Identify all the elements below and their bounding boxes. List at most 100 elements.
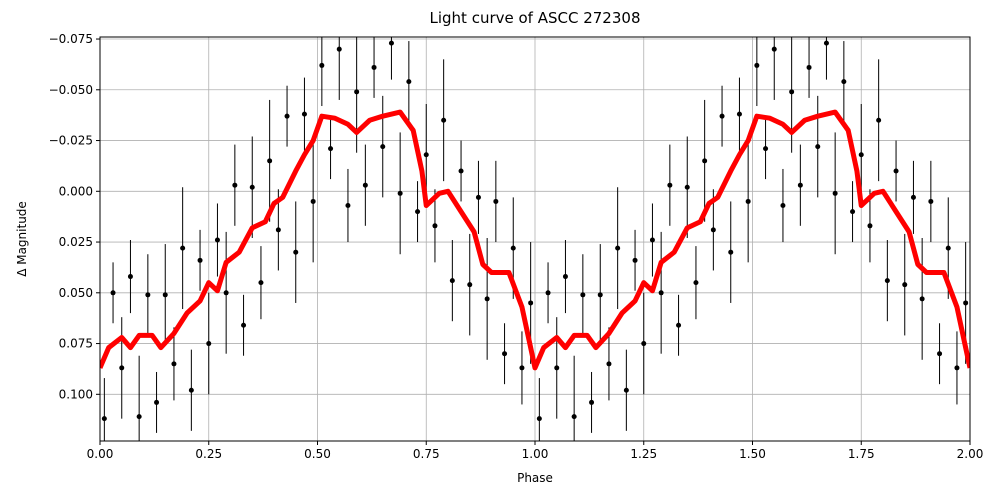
data-point bbox=[684, 184, 690, 190]
data-point bbox=[362, 182, 368, 188]
data-point bbox=[249, 184, 255, 190]
axes: 0.00 0.25 0.50 0.75 1.00 1.25 1.50 1.75 2.00 −0.0… bbox=[49, 32, 984, 461]
data-point bbox=[658, 290, 664, 296]
data-point bbox=[510, 245, 516, 251]
y-tick-label: 0.000 bbox=[59, 184, 93, 198]
data-point bbox=[502, 351, 508, 357]
data-point bbox=[615, 245, 621, 251]
y-tick-label: 0.025 bbox=[59, 235, 93, 249]
data-point bbox=[241, 322, 247, 328]
data-point bbox=[528, 300, 534, 306]
data-point bbox=[789, 89, 795, 95]
data-point bbox=[223, 290, 229, 296]
data-point bbox=[336, 46, 342, 52]
x-tick-label: 0.25 bbox=[195, 447, 222, 461]
data-point bbox=[101, 416, 107, 422]
data-point bbox=[815, 144, 821, 150]
x-tick-label: 1.50 bbox=[739, 447, 766, 461]
data-point bbox=[850, 209, 856, 215]
data-point bbox=[893, 168, 899, 174]
data-point bbox=[188, 387, 194, 393]
y-tick-label: 0.075 bbox=[59, 337, 93, 351]
x-tick-label: 1.25 bbox=[630, 447, 657, 461]
data-point bbox=[728, 249, 734, 255]
data-point bbox=[328, 146, 334, 152]
data-point bbox=[232, 182, 238, 188]
data-point bbox=[127, 274, 133, 280]
data-point bbox=[467, 282, 473, 288]
data-point bbox=[388, 40, 394, 46]
x-tick-label: 1.75 bbox=[848, 447, 875, 461]
data-point bbox=[284, 113, 290, 119]
data-point bbox=[293, 249, 299, 255]
data-point bbox=[554, 365, 560, 371]
data-point bbox=[145, 292, 151, 298]
data-point bbox=[580, 292, 586, 298]
data-point bbox=[110, 290, 116, 296]
y-tick-label: −0.025 bbox=[49, 134, 93, 148]
data-point bbox=[736, 111, 742, 117]
data-point bbox=[763, 146, 769, 152]
trend-line bbox=[100, 109, 970, 371]
data-point bbox=[823, 40, 829, 46]
data-point bbox=[676, 322, 682, 328]
data-point bbox=[649, 237, 655, 243]
data-point bbox=[136, 414, 142, 420]
data-point bbox=[197, 257, 203, 263]
data-point bbox=[493, 198, 499, 204]
data-point bbox=[162, 292, 168, 298]
data-point bbox=[484, 296, 490, 302]
data-point bbox=[119, 365, 125, 371]
data-point bbox=[632, 257, 638, 263]
data-point bbox=[432, 223, 438, 229]
x-tick-label: 2.00 bbox=[957, 447, 984, 461]
data-point bbox=[867, 223, 873, 229]
data-point bbox=[589, 399, 595, 405]
data-point bbox=[710, 227, 716, 233]
y-tick-label: −0.050 bbox=[49, 83, 93, 97]
data-point bbox=[371, 64, 377, 70]
data-point bbox=[702, 158, 708, 164]
plot-area bbox=[100, 37, 970, 441]
y-tick-label: 0.100 bbox=[59, 387, 93, 401]
data-point bbox=[545, 290, 551, 296]
data-point bbox=[954, 365, 960, 371]
data-point bbox=[206, 341, 212, 347]
data-point bbox=[754, 62, 760, 68]
y-tick-label: 0.050 bbox=[59, 286, 93, 300]
data-point bbox=[354, 89, 360, 95]
data-point bbox=[667, 182, 673, 188]
data-point bbox=[562, 274, 568, 280]
y-tick-label: −0.075 bbox=[49, 32, 93, 46]
data-point bbox=[180, 245, 186, 251]
data-point bbox=[858, 152, 864, 158]
x-tick-label: 0.50 bbox=[304, 447, 331, 461]
data-point bbox=[910, 194, 916, 200]
data-point bbox=[458, 168, 464, 174]
data-point bbox=[301, 111, 307, 117]
data-point bbox=[449, 278, 455, 284]
data-point bbox=[771, 46, 777, 52]
data-point bbox=[397, 190, 403, 196]
x-tick-label: 1.00 bbox=[522, 447, 549, 461]
data-point bbox=[797, 182, 803, 188]
data-point bbox=[519, 365, 525, 371]
data-point bbox=[415, 209, 421, 215]
data-point bbox=[171, 361, 177, 367]
data-point bbox=[919, 296, 925, 302]
data-point bbox=[902, 282, 908, 288]
grid bbox=[99, 37, 971, 441]
data-point bbox=[154, 399, 160, 405]
data-point bbox=[841, 79, 847, 85]
data-point bbox=[475, 194, 481, 200]
data-point bbox=[945, 245, 951, 251]
data-point bbox=[641, 341, 647, 347]
data-point bbox=[214, 237, 220, 243]
y-axis-label: Δ Magnitude bbox=[15, 201, 29, 277]
data-point bbox=[310, 198, 316, 204]
data-point bbox=[780, 203, 786, 209]
data-point bbox=[963, 300, 969, 306]
x-tick-label: 0.75 bbox=[413, 447, 440, 461]
x-axis-label: Phase bbox=[517, 471, 553, 485]
